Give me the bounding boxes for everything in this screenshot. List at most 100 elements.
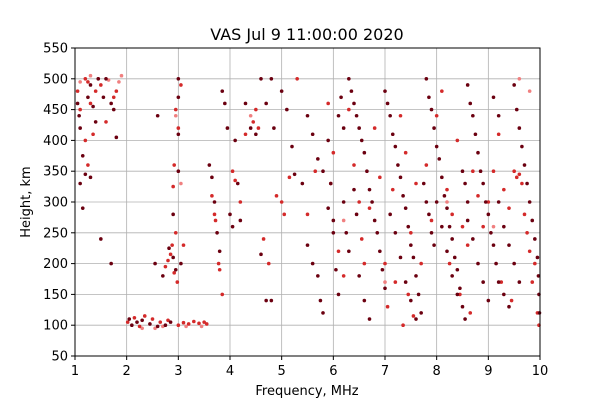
data-point (419, 261, 423, 266)
data-point (442, 194, 447, 198)
data-point (321, 169, 325, 173)
data-point (414, 181, 418, 186)
data-point (88, 83, 93, 87)
data-point (367, 206, 372, 210)
data-point (243, 132, 248, 137)
data-point (171, 212, 175, 217)
data-point (398, 113, 403, 118)
data-point (455, 267, 460, 272)
data-point (170, 243, 174, 247)
data-point (220, 89, 225, 93)
data-point (176, 95, 181, 100)
data-point (491, 224, 496, 229)
data-point (429, 231, 434, 235)
data-point (401, 323, 405, 328)
data-point (507, 304, 511, 309)
data-point (140, 326, 144, 331)
data-point (326, 206, 330, 210)
data-point (460, 304, 465, 309)
data-point (279, 200, 284, 204)
data-point (321, 311, 325, 315)
data-point (354, 212, 359, 217)
y-tick-label: 350 (43, 165, 68, 180)
data-point (135, 320, 139, 324)
data-point (440, 224, 444, 229)
data-point (429, 107, 434, 112)
x-tick-label: 7 (381, 364, 389, 379)
data-point (173, 107, 178, 112)
data-point (173, 231, 178, 235)
data-point (434, 113, 439, 118)
data-point (99, 237, 103, 241)
data-point (393, 144, 398, 149)
data-point (318, 298, 323, 303)
data-point (130, 323, 134, 328)
data-point (77, 113, 81, 118)
data-point (155, 113, 160, 118)
data-point (471, 169, 475, 173)
data-point (419, 311, 423, 315)
data-point (295, 77, 299, 81)
data-point (460, 169, 465, 173)
data-point (171, 184, 175, 189)
data-point (176, 169, 181, 173)
data-point (432, 243, 436, 247)
data-point (197, 321, 201, 326)
data-point (175, 280, 180, 284)
data-point (424, 163, 429, 167)
data-point (274, 194, 279, 198)
data-point (409, 243, 413, 247)
data-point (460, 224, 465, 229)
x-tick-label: 8 (433, 364, 441, 379)
data-point (88, 73, 93, 78)
data-point (287, 175, 292, 180)
data-point (305, 243, 310, 247)
data-point (125, 320, 130, 324)
data-point (463, 317, 467, 321)
data-point (527, 200, 532, 204)
data-point (254, 132, 258, 137)
y-tick-label: 500 (43, 72, 68, 87)
data-point (383, 280, 387, 284)
data-point (378, 249, 382, 254)
ticks-layer (71, 47, 541, 360)
data-point (520, 181, 524, 186)
data-point (132, 316, 137, 320)
x-axis-label: Frequency, MHz (255, 384, 358, 399)
data-point (78, 126, 82, 130)
data-point (158, 320, 163, 324)
data-point (119, 73, 124, 78)
data-point (388, 212, 392, 217)
data-point (233, 138, 237, 143)
data-point (83, 138, 88, 143)
data-point (530, 280, 535, 284)
data-point (447, 261, 452, 266)
data-point (476, 150, 480, 155)
data-point (434, 200, 439, 204)
data-point (522, 163, 527, 167)
y-tick-label: 400 (43, 134, 68, 149)
data-point (264, 101, 268, 106)
data-point (367, 317, 372, 321)
data-point (109, 261, 113, 266)
data-point (140, 318, 144, 323)
data-point (393, 231, 398, 235)
data-point (445, 187, 449, 192)
data-point (251, 120, 256, 124)
y-tick-labels: 50 100 150 200 250 300 350 400 450 500 550 (43, 42, 68, 365)
data-point (313, 169, 318, 173)
data-point (75, 101, 80, 106)
data-point (476, 261, 480, 266)
data-point (336, 249, 341, 254)
data-point (494, 261, 498, 266)
data-point (282, 212, 287, 217)
data-point (499, 280, 504, 284)
data-point (341, 200, 346, 204)
data-point (458, 292, 462, 297)
data-point (153, 326, 157, 331)
data-point (447, 224, 452, 229)
data-point (207, 163, 212, 167)
data-point (352, 187, 356, 192)
data-point (463, 181, 467, 186)
data-point (248, 113, 253, 118)
